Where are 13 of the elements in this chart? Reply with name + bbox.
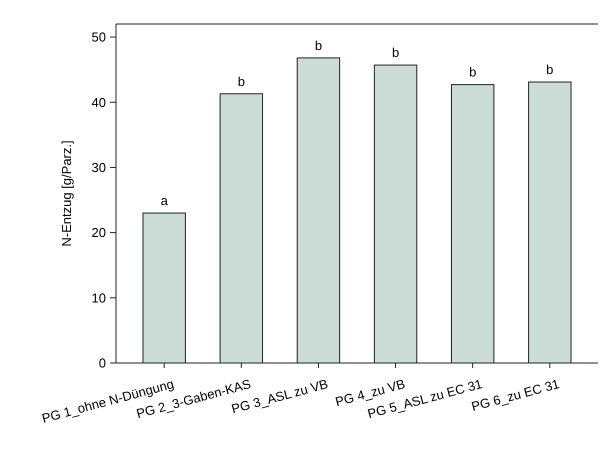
annotation: b	[469, 64, 476, 80]
y-tick-label: 40	[92, 94, 106, 110]
annotation: b	[546, 62, 554, 78]
y-axis-title: N-Entzug [g/Parz.]	[59, 140, 74, 247]
y-tick-label: 20	[92, 225, 106, 240]
y-tick-label: 50	[92, 30, 106, 45]
y-tick-label: 30	[92, 160, 106, 175]
y-tick-label: 10	[92, 290, 106, 306]
annotation: b	[392, 45, 400, 60]
annotation: b	[238, 74, 245, 89]
annotation: a	[160, 193, 169, 208]
y-tick-label: 0	[98, 356, 106, 371]
annotation: b	[314, 38, 322, 53]
